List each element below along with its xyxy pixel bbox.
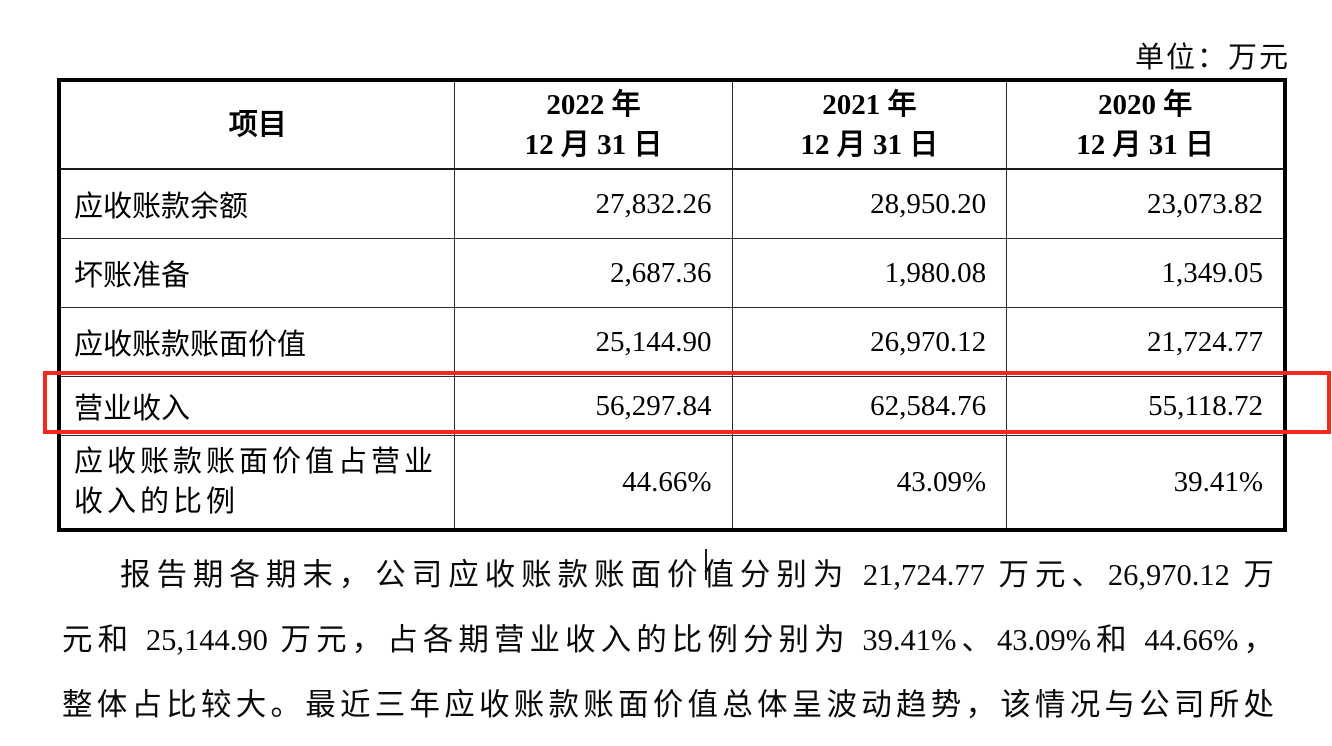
paragraph-line: 报告期各期末，公司应收账款账面价值分别为 21,724.77 万元、26,970…	[120, 558, 1274, 592]
row-label: 应收账款余额	[58, 168, 456, 239]
unit-label: 单位：万元	[1134, 42, 1290, 74]
value-2020: 55,118.72	[1006, 376, 1286, 436]
row-label: 应收账款账面价值	[58, 307, 456, 377]
column-header-2021: 2021 年 12 月 31 日	[731, 79, 1008, 170]
paragraph-line: 元和 25,144.90 万元，占各期营业收入的比例分别为 39.41%、43.…	[62, 623, 1274, 657]
value-2020: 1,349.05	[1006, 238, 1286, 308]
value-2021: 1,980.08	[731, 238, 1008, 308]
table-row-bad-debt-provision: 坏账准备 2,687.36 1,980.08 1,349.05	[58, 238, 1286, 308]
year-line: 2021 年	[822, 89, 917, 121]
body-paragraph: 报告期各期末，公司应收账款账面价值分别为 21,724.77 万元、26,970…	[62, 546, 1274, 741]
year-line: 2020 年	[1097, 89, 1193, 121]
date-line: 12 月 31 日	[1076, 129, 1214, 161]
value-2020: 21,724.77	[1006, 307, 1286, 377]
receivables-table: 项目 2022 年 12 月 31 日 2021 年 12 月 31 日 202…	[57, 78, 1287, 532]
value-2022: 2,687.36	[454, 238, 733, 308]
text-cursor	[705, 549, 707, 580]
date-line: 12 月 31 日	[524, 129, 663, 161]
value-2020: 23,073.82	[1006, 168, 1286, 239]
value-2020: 39.41%	[1006, 435, 1286, 531]
paragraph-line: 整体占比较大。最近三年应收账款账面价值总体呈波动趋势，该情况与公司所处	[62, 688, 1274, 722]
row-label: 应收账款账面价值占营业收入的比例	[58, 435, 456, 531]
year-line: 2022 年	[546, 89, 641, 121]
value-2022: 56,297.84	[454, 376, 733, 436]
column-header-2022: 2022 年 12 月 31 日	[454, 79, 733, 170]
table-row-ratio-to-revenue: 应收账款账面价值占营业收入的比例 44.66% 43.09% 39.41%	[58, 435, 1286, 531]
row-label: 营业收入	[58, 376, 456, 436]
table-row-receivable-balance: 应收账款余额 27,832.26 28,950.20 23,073.82	[58, 168, 1286, 239]
value-2022: 27,832.26	[454, 168, 733, 239]
value-2021: 62,584.76	[731, 376, 1008, 436]
value-2021: 43.09%	[731, 435, 1008, 531]
value-2021: 28,950.20	[731, 168, 1008, 239]
table-row-operating-revenue: 营业收入 56,297.84 62,584.76 55,118.72	[58, 376, 1286, 436]
table-header-row: 项目 2022 年 12 月 31 日 2021 年 12 月 31 日 202…	[58, 79, 1286, 170]
date-line: 12 月 31 日	[800, 129, 939, 161]
value-2022: 25,144.90	[454, 307, 733, 377]
value-2021: 26,970.12	[731, 307, 1008, 377]
row-label: 坏账准备	[58, 238, 456, 308]
value-2022: 44.66%	[454, 435, 733, 531]
column-header-item-label: 项目	[228, 109, 287, 141]
table-row-receivable-book-value: 应收账款账面价值 25,144.90 26,970.12 21,724.77	[58, 307, 1286, 377]
column-header-2020: 2020 年 12 月 31 日	[1006, 79, 1286, 170]
column-header-item: 项目	[58, 79, 456, 170]
